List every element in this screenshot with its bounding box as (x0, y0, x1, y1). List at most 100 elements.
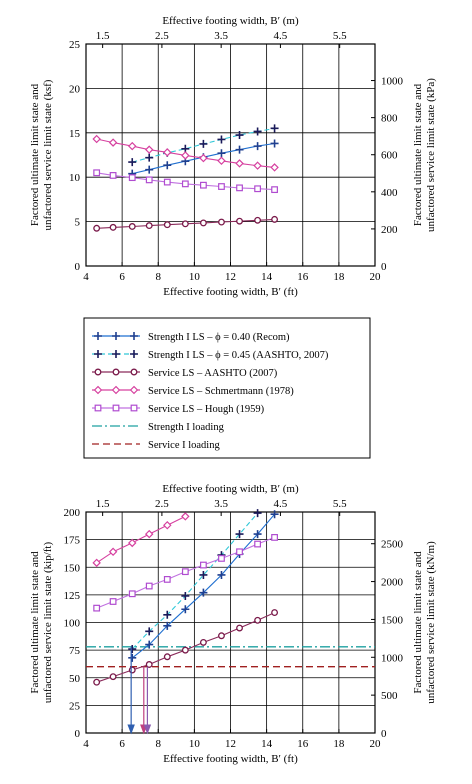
series-1-line (131, 512, 259, 650)
y2-tick-label: 400 (381, 187, 398, 199)
x-tick-label: 8 (156, 738, 162, 750)
x-tick-label: 8 (156, 271, 162, 283)
legend-swatch-marker-1 (130, 350, 138, 358)
series-2-point (199, 638, 207, 646)
series-4-point (200, 181, 207, 189)
x2-tick-label: 4.5 (274, 30, 288, 42)
legend-label-3: Service LS – Schmertmann (1978) (148, 386, 294, 397)
y-tick-label: 0 (75, 728, 81, 740)
x-tick-label: 18 (333, 271, 345, 283)
series-4-point (145, 176, 153, 184)
series-4-point (218, 555, 225, 562)
plot-frame (85, 43, 376, 267)
series-3-point (144, 529, 154, 539)
series-2-point (271, 609, 279, 617)
intercept-arrow-head (143, 724, 152, 735)
series-2-point (271, 215, 279, 223)
series-1-point (253, 509, 262, 518)
series-2-point (93, 678, 101, 686)
series-4-point (271, 186, 278, 194)
y-tick-label: 20 (69, 83, 81, 95)
y-tick-label: 25 (69, 39, 81, 51)
y-tick-label: 10 (69, 172, 81, 184)
series-1-point (181, 591, 190, 600)
legend-swatch-marker-0 (112, 332, 120, 340)
series-2-point (181, 646, 189, 654)
series-2-point (109, 223, 117, 231)
series-0-point (145, 165, 154, 174)
series-3-point (163, 148, 172, 157)
series-0-point (145, 640, 154, 649)
y2-axis-label-line1: Factored ultimate limit state and (412, 551, 424, 694)
series-0-point (163, 621, 172, 630)
series-3-point (108, 547, 118, 557)
series-3-point (127, 538, 137, 548)
series-2-point (128, 223, 136, 230)
series-0-point (253, 530, 262, 539)
x2-tick-label: 1.5 (96, 30, 110, 42)
series-4-point (200, 561, 207, 569)
legend-label-5: Strength I loading (148, 422, 225, 433)
series-2-point (145, 661, 153, 668)
y-axis-label-line2: unfactored service limit state (ksf) (42, 79, 54, 230)
series-4-point (93, 169, 101, 177)
series-1-point (235, 131, 244, 140)
series-1-point (270, 124, 279, 133)
series-3-point (144, 145, 154, 154)
series-3-point (92, 558, 101, 568)
y2-axis-label-line2: unfactored service limit state (kN/m) (425, 541, 437, 704)
legend-box (83, 317, 371, 459)
series-2-point (163, 653, 171, 661)
series-1-point (199, 570, 208, 579)
legend-label-6: Service I loading (148, 440, 220, 451)
y2-tick-label: 600 (381, 150, 398, 162)
legend-label-0: Strength I LS – ϕ = 0.40 (Recom) (148, 332, 290, 343)
x-tick-label: 20 (370, 738, 382, 750)
x-tick-label: 6 (119, 271, 125, 283)
x2-tick-label: 2.5 (155, 498, 169, 510)
y-tick-label: 200 (64, 507, 81, 519)
series-3-point (217, 156, 226, 166)
series-2-point (93, 224, 101, 232)
series-4-point (163, 178, 171, 186)
x-tick-label: 18 (333, 738, 345, 750)
series-2-point (218, 218, 225, 226)
y2-tick-label: 200 (381, 224, 398, 236)
legend-swatch-marker-0 (130, 332, 138, 340)
y2-tick-label: 2000 (381, 577, 404, 589)
series-4-point (236, 184, 243, 192)
series-3-point (270, 163, 279, 172)
series-0-point (199, 588, 208, 597)
legend-swatch-marker-2 (130, 368, 138, 376)
legend-label-4: Service LS – Hough (1959) (148, 404, 265, 415)
series-0-point (217, 149, 226, 158)
y-tick-label: 5 (75, 217, 81, 229)
y-tick-label: 100 (64, 618, 81, 630)
x-tick-label: 4 (83, 738, 89, 750)
x2-tick-label: 1.5 (96, 498, 110, 510)
y2-tick-label: 2500 (381, 539, 404, 551)
series-3-point (199, 153, 208, 163)
y-tick-label: 125 (64, 590, 81, 602)
x2-tick-label: 4.5 (274, 498, 288, 510)
legend-swatch-marker-4 (130, 404, 138, 412)
series-2-point (236, 624, 243, 632)
series-3-point (253, 161, 262, 170)
intercept-arrow-head (127, 724, 135, 735)
y-axis-label-line2: unfactored service limit state (kip/ft) (42, 542, 54, 704)
series-4-point (128, 174, 136, 182)
y-tick-label: 50 (69, 673, 81, 685)
legend-swatch-marker-1 (94, 350, 102, 358)
series-2-point (254, 616, 262, 624)
legend-swatch-marker-3 (129, 385, 139, 395)
legend-swatch-marker-2 (94, 368, 102, 376)
series-3-line (96, 515, 186, 564)
legend-swatch-marker-1 (112, 350, 120, 358)
series-2-point (218, 632, 225, 640)
series-0-point (163, 161, 172, 170)
chart-bottom: 4 6 8 10 12 14 16 18 2002550751001251501752001.5… (29, 483, 437, 765)
plot-frame (85, 511, 376, 734)
x2-tick-label: 3.5 (214, 30, 228, 42)
y2-axis-label-line2: unfactored service limit state (kPa) (425, 78, 437, 232)
y2-tick-label: 1000 (381, 76, 404, 88)
